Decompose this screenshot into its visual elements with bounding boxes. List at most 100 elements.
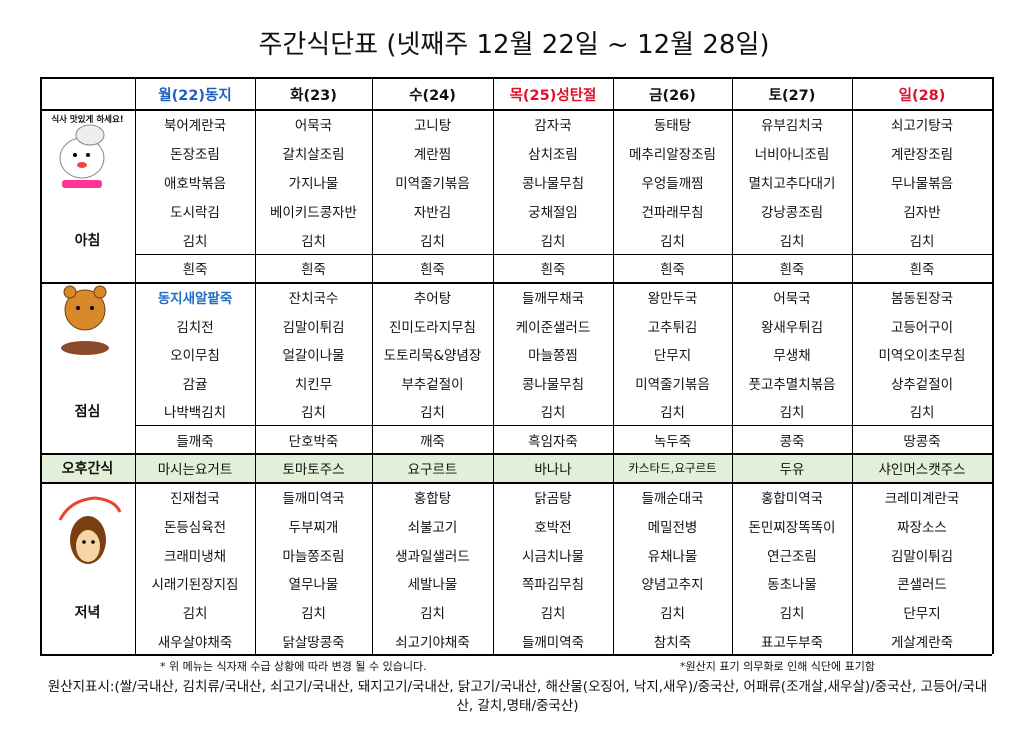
menu-item: 도시락김 <box>170 204 220 221</box>
menu-item: 세발나물 <box>407 577 458 594</box>
menu-item: 애호박볶음 <box>163 175 227 192</box>
menu-item: 얼갈이나물 <box>282 348 345 365</box>
menu-item: 흰죽 <box>301 262 326 279</box>
menu-item: 요구르트 <box>407 462 458 479</box>
day-header: 일(28) <box>898 87 946 104</box>
menu-item: 들깨미역죽 <box>521 634 585 651</box>
menu-item: 김말이튀김 <box>890 548 954 565</box>
menu-item: 크레미계란국 <box>884 491 960 508</box>
meal-label: 점심 <box>74 404 101 421</box>
rule <box>40 109 992 111</box>
menu-item: 김치 <box>420 405 445 422</box>
menu-item: 잔치국수 <box>288 291 339 308</box>
menu-item: 김치 <box>779 405 805 422</box>
menu-item: 홍합미역국 <box>760 491 824 508</box>
menu-item: 쇠고기야채죽 <box>395 634 470 651</box>
menu-item: 게살계란죽 <box>890 634 954 651</box>
menu-item: 깨죽 <box>420 433 445 450</box>
title: 주간식단표 (넷째주 12월 22일 ~ 12월 28일) <box>258 30 770 60</box>
menu-item: 호박전 <box>534 519 572 536</box>
menu-item: 김치 <box>540 605 566 622</box>
meal-label: 오후간식 <box>61 461 114 478</box>
menu-item: 김치 <box>301 233 326 250</box>
rule <box>40 77 42 654</box>
menu-item: 콘샐러드 <box>897 577 947 594</box>
menu-item: 녹두죽 <box>653 433 692 450</box>
menu-item: 왕만두국 <box>647 291 698 308</box>
menu-item: 진재첩국 <box>170 491 220 508</box>
rule <box>40 452 992 455</box>
menu-item: 갈치살조림 <box>282 147 345 164</box>
menu-item: 유채나물 <box>647 548 698 565</box>
menu-item: 궁채절임 <box>528 204 578 221</box>
menu-item: 북어계란국 <box>163 118 227 135</box>
menu-item: 시래기된장지짐 <box>151 577 239 594</box>
menu-item: 강낭콩조림 <box>760 204 824 221</box>
menu-item: 흑임자죽 <box>528 433 578 450</box>
rule <box>255 77 256 655</box>
menu-item: 닭곰탕 <box>534 491 572 508</box>
menu-item: 유부김치국 <box>760 118 824 135</box>
menu-item: 김치 <box>660 405 685 422</box>
menu-item: 너비아니조림 <box>754 147 830 164</box>
menu-item: 김치 <box>779 605 805 622</box>
menu-item: 김치 <box>420 233 445 250</box>
menu-item: 카스타드,요구르트 <box>628 461 717 476</box>
menu-item: 미역오이초무침 <box>878 348 966 365</box>
menu-item: 감귤 <box>182 376 208 393</box>
menu-item: 김치 <box>182 233 208 250</box>
dinner-icon <box>58 496 122 564</box>
menu-item: 땅콩죽 <box>903 433 941 450</box>
menu-item: 어묵국 <box>294 118 333 135</box>
menu-item: 흰죽 <box>182 262 208 279</box>
menu-item: 흰죽 <box>909 262 935 279</box>
menu-item: 감자국 <box>534 118 572 135</box>
menu-item: 닭살땅콩죽 <box>282 634 345 651</box>
menu-item: 마시는요거트 <box>157 462 233 479</box>
menu-item: 들깨미역국 <box>282 491 345 508</box>
menu-item: 풋고추멸치볶음 <box>748 376 836 393</box>
menu-item: 참치죽 <box>653 634 692 651</box>
menu-item: 치킨무 <box>294 376 333 393</box>
menu-item: 오이무침 <box>170 348 220 365</box>
menu-item: 생과일샐러드 <box>395 548 470 565</box>
menu-item: 김치 <box>909 233 935 250</box>
menu-item: 흰죽 <box>540 262 566 279</box>
day-header: 화(23) <box>290 87 337 104</box>
menu-item: 도토리묵&양념장 <box>383 348 482 365</box>
rule <box>372 77 373 655</box>
menu-item: 김치전 <box>176 319 214 336</box>
menu-item: 흰죽 <box>660 262 685 279</box>
menu-item: 무생채 <box>773 348 811 365</box>
menu-item: 단무지 <box>903 605 941 622</box>
menu-item: 삼치조림 <box>528 147 578 164</box>
menu-item: 동지새알팥죽 <box>157 291 233 308</box>
rule <box>40 281 992 284</box>
menu-item: 추어탕 <box>413 291 452 308</box>
menu-item: 마늘쫑조림 <box>282 548 345 565</box>
menu-item: 김치 <box>301 405 326 422</box>
menu-item: 자반김 <box>413 204 452 221</box>
rule <box>613 77 614 655</box>
menu-item: 단호박죽 <box>288 433 339 450</box>
menu-item: 돈장조림 <box>170 147 220 164</box>
menu-item: 동태탕 <box>653 118 692 135</box>
menu-item: 홍합탕 <box>413 491 452 508</box>
menu-item: 무나물볶음 <box>890 175 954 192</box>
rule <box>40 77 992 79</box>
menu-item: 김자반 <box>903 204 941 221</box>
meal-label: 저녁 <box>74 604 101 621</box>
menu-item: 미역줄기볶음 <box>635 376 710 393</box>
menu-item: 봄동된장국 <box>890 291 954 308</box>
menu-item: 상추겉절이 <box>890 376 954 393</box>
note: *원산지 표기 의무화로 인해 식단에 표기함 <box>680 660 876 673</box>
day-header: 토(27) <box>768 87 816 104</box>
menu-item: 김치 <box>182 605 208 622</box>
note: * 위 메뉴는 식자재 수급 상황에 따라 변경 될 수 있습니다. <box>160 660 427 673</box>
menu-item: 계란장조림 <box>890 147 954 164</box>
menu-item: 표고두부죽 <box>760 634 824 651</box>
menu-item: 김치 <box>660 233 685 250</box>
breakfast-icon <box>59 124 105 188</box>
menu-item: 부추겉절이 <box>401 376 464 393</box>
menu-item: 김치 <box>660 605 685 622</box>
